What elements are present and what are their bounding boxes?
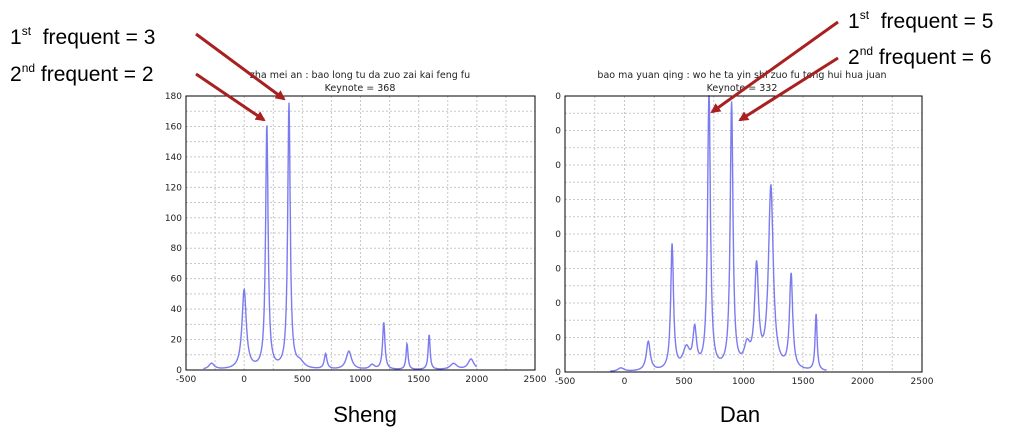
svg-text:1st frequent = 5: 1st frequent = 5 [848,8,993,33]
series-line [610,95,827,372]
x-axis: -500 0 500 1000 1500 2000 2500 [176,375,547,385]
chart-dan: bao ma yuan qing : wo he ta yin shi zuo … [555,70,934,427]
arrow-right-first [710,20,839,114]
y-tick-label: 0 [555,196,561,206]
y-tick-label: 20 [171,336,183,346]
annotation-left-second: 2nd frequent = 2 [10,61,154,86]
y-tick-label: 140 [165,153,182,163]
y-tick-label: 0 [176,366,182,376]
y-tick-label: 120 [165,183,182,193]
x-tick-label: 0 [622,377,628,387]
x-tick-label: 500 [675,377,692,387]
y-tick-label: 0 [555,92,561,102]
arrow-left-first [195,32,286,101]
y-tick-label: 0 [555,265,561,275]
annotation-right-first: 1st frequent = 5 [848,8,993,33]
annotation-right-second: 2nd frequent = 6 [848,44,992,69]
x-tick-label: 2500 [524,375,547,385]
y-tick-label: 0 [555,230,561,240]
y-tick-label: 160 [165,122,182,132]
plot-frame [564,95,923,373]
y-tick-label: 80 [171,244,183,254]
y-axis: 0 20 40 60 80 100 120 140 160 180 [165,92,182,376]
chart-subtitle: Keynote = 368 [325,83,396,94]
x-tick-label: -500 [555,377,576,387]
grid [564,95,923,373]
x-tick-label: 2000 [851,377,874,387]
svg-text:1st frequent = 3: 1st frequent = 3 [10,24,155,49]
x-tick-label: 500 [294,375,311,385]
x-tick-label: 1000 [349,375,372,385]
x-axis: -500 0 500 1000 1500 2000 2500 [555,377,934,387]
x-tick-label: 1500 [407,375,430,385]
y-tick-label: 60 [171,275,183,285]
svg-text:2nd frequent = 2: 2nd frequent = 2 [10,61,154,86]
svg-text:2nd frequent = 6: 2nd frequent = 6 [848,44,992,69]
annotation-left-first: 1st frequent = 3 [10,24,155,49]
chart-title: zha mei an : bao long tu da zuo zai kai … [250,70,470,81]
x-tick-label: 1000 [732,377,755,387]
chart-sheng: zha mei an : bao long tu da zuo zai kai … [165,70,547,427]
chart-subtitle: Keynote = 332 [707,83,778,94]
y-axis: 0 0 0 0 0 0 0 0 0 [555,92,561,378]
arrow-left-second [195,72,266,122]
y-tick-label: 40 [171,305,183,315]
x-tick-label: 2000 [465,375,488,385]
series-line [203,102,478,370]
y-tick-label: 0 [555,334,561,344]
arrow-right-second [738,56,839,122]
y-tick-label: 0 [555,368,561,378]
grid [185,95,536,371]
x-tick-label: -500 [176,375,197,385]
chart-title: bao ma yuan qing : wo he ta yin shi zuo … [597,70,886,81]
y-tick-label: 0 [555,127,561,137]
x-tick-label: 0 [241,375,247,385]
y-tick-label: 0 [555,299,561,309]
y-tick-label: 100 [165,214,182,224]
y-tick-label: 180 [165,92,182,102]
plot-frame [185,95,536,371]
caption-dan: Dan [720,402,760,427]
caption-sheng: Sheng [333,402,397,427]
y-tick-label: 0 [555,161,561,171]
x-tick-label: 2500 [911,377,934,387]
x-tick-label: 1500 [792,377,815,387]
